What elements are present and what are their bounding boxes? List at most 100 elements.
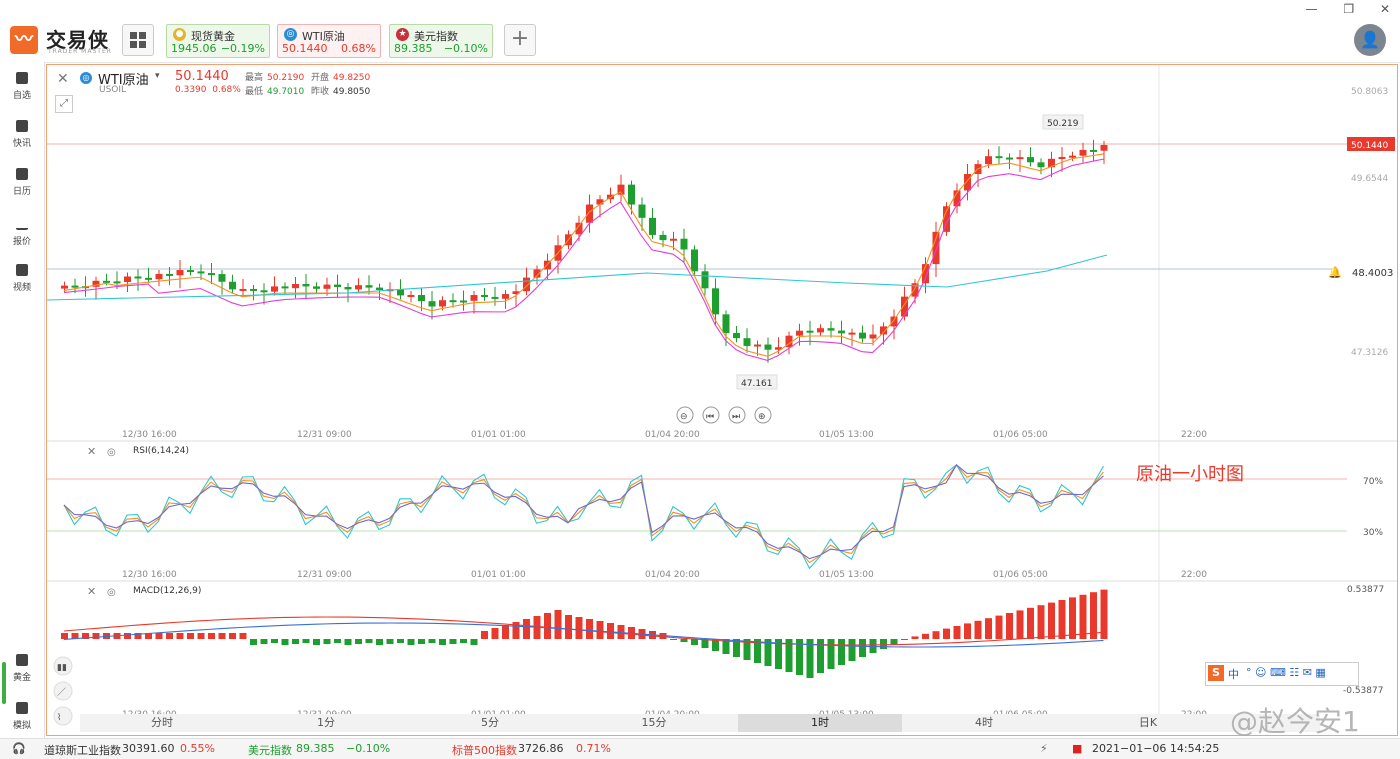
quote-tab-usd-index[interactable]: ★ 美元指数 89.385 −0.10% bbox=[389, 24, 493, 58]
macd-histogram-bar bbox=[911, 636, 919, 639]
macd-histogram-bar bbox=[985, 618, 992, 639]
sp-change: 0.71% bbox=[576, 742, 611, 755]
candle bbox=[334, 284, 341, 287]
time-axis-label: 12/31 09:00 bbox=[297, 430, 352, 440]
macd-label: MACD(12,26,9) bbox=[133, 586, 201, 596]
candle bbox=[187, 270, 194, 273]
macd-histogram-bar bbox=[890, 639, 898, 645]
macd-histogram-bar bbox=[365, 639, 373, 643]
macd-histogram-bar bbox=[512, 622, 520, 639]
macd-histogram-bar bbox=[481, 631, 488, 639]
symbol-name[interactable]: WTI原油 bbox=[98, 73, 149, 88]
macd-histogram-bar bbox=[1079, 594, 1087, 639]
candle bbox=[533, 269, 541, 278]
price-tick-label: 47.3126 bbox=[1351, 348, 1388, 358]
macd-histogram-bar bbox=[281, 639, 289, 645]
candle bbox=[61, 285, 68, 289]
tab-timeframe-active[interactable]: 1时 bbox=[738, 714, 902, 732]
candle bbox=[827, 328, 835, 331]
tab-timeframe[interactable]: 1分 bbox=[317, 716, 335, 729]
title-bar: 〰 交易侠 TRADER MASTER ● 现货黄金 1945.06 −0.19… bbox=[0, 0, 1400, 63]
fullscreen-icon[interactable]: ⤢ bbox=[55, 95, 73, 113]
star-bookmark-icon bbox=[16, 72, 28, 84]
ime-tools-icon[interactable]: ° ☺ ⌨ ☷ ✉ ▦ bbox=[1246, 666, 1326, 679]
minimize-icon[interactable]: — bbox=[1305, 2, 1318, 16]
tab-timeframe[interactable]: 4时 bbox=[975, 716, 993, 729]
candle bbox=[376, 287, 383, 290]
sidebar-item-gold[interactable]: 黄金 bbox=[0, 654, 44, 683]
macd-histogram-bar bbox=[544, 613, 551, 639]
china-flag-icon: ■ bbox=[1072, 742, 1083, 755]
candle bbox=[124, 276, 131, 282]
ime-toolbar[interactable]: S 中 ° ☺ ⌨ ☷ ✉ ▦ bbox=[1205, 662, 1359, 686]
candle bbox=[733, 332, 740, 339]
headset-icon[interactable]: 🎧 bbox=[12, 742, 26, 755]
current-price-tag bbox=[1347, 137, 1395, 151]
ime-lang[interactable]: 中 bbox=[1228, 668, 1239, 681]
macd-histogram-bar bbox=[502, 625, 509, 639]
add-tab-button[interactable]: + bbox=[504, 24, 536, 56]
close-icon[interactable]: ✕ bbox=[1379, 2, 1390, 16]
chart-panel: ✕ ◎ WTI原油 ▾ USOIL 50.1440 0.3390 0.68% 最… bbox=[46, 64, 1398, 736]
sp-label[interactable]: 标普500指数 bbox=[452, 744, 517, 757]
tab-timeframe[interactable]: 15分 bbox=[641, 716, 667, 729]
macd-close-icon: ✕ bbox=[87, 585, 96, 598]
status-bar: 🎧 道琼斯工业指数 30391.60 0.55% 美元指数 89.385 −0.… bbox=[0, 738, 1400, 759]
app-logo-text: 交易侠 bbox=[46, 28, 109, 52]
quote-tab-wti[interactable]: ◎ WTI原油 50.1440 0.68% bbox=[277, 24, 381, 58]
dow-change: 0.55% bbox=[180, 742, 215, 755]
restore-icon[interactable]: ❐ bbox=[1343, 2, 1355, 16]
tab-timeframe[interactable]: 日K bbox=[1138, 716, 1158, 729]
macd-histogram-bar bbox=[848, 639, 856, 661]
tab-timeframe[interactable]: 分时 bbox=[151, 716, 173, 729]
macd-histogram-bar bbox=[449, 639, 457, 644]
sidebar-item-calendar[interactable]: 日历 bbox=[0, 168, 44, 197]
network-icon[interactable]: ⚡ bbox=[1040, 742, 1048, 755]
candle bbox=[953, 190, 961, 207]
macd-histogram-bar bbox=[722, 639, 730, 654]
left-sidebar: 自选 快讯 日历 报价 视频 黄金 模拟 bbox=[0, 62, 45, 738]
zoom-control-icon bbox=[676, 406, 694, 424]
layout-grid-button[interactable] bbox=[122, 24, 154, 56]
macd-histogram-bar bbox=[932, 631, 940, 639]
candle bbox=[1006, 157, 1013, 160]
macd-histogram-bar bbox=[470, 639, 478, 645]
dow-label[interactable]: 道琼斯工业指数 bbox=[44, 744, 121, 757]
macd-histogram-bar bbox=[208, 633, 215, 639]
quote-tab-gold[interactable]: ● 现货黄金 1945.06 −0.19% bbox=[166, 24, 270, 58]
macd-histogram-bar bbox=[796, 639, 803, 675]
candle bbox=[208, 273, 215, 276]
chart-canvas[interactable]: 50.8063 49.6544 47.3126 50.1440 🔔 48.4003 50.2… bbox=[47, 65, 1397, 735]
drawing-tool-icon bbox=[53, 706, 73, 726]
macd-histogram-bar bbox=[922, 633, 929, 639]
sidebar-item-simulate[interactable]: 模拟 bbox=[0, 702, 44, 731]
candle bbox=[355, 285, 362, 290]
macd-histogram-bar bbox=[754, 639, 761, 663]
tab-timeframe[interactable]: 5分 bbox=[481, 716, 499, 729]
macd-histogram-bar bbox=[785, 639, 793, 672]
close-chart-icon[interactable]: ✕ bbox=[57, 71, 69, 87]
candle bbox=[628, 184, 635, 205]
zoom-control-glyph: ⏮ bbox=[706, 412, 714, 422]
usd-value: 89.385 bbox=[296, 742, 335, 755]
macd-histogram-bar bbox=[344, 639, 352, 645]
sidebar-item-watchlist[interactable]: 自选 bbox=[0, 72, 44, 101]
user-avatar-icon[interactable]: 👤 bbox=[1354, 24, 1386, 56]
usd-label[interactable]: 美元指数 bbox=[248, 744, 292, 757]
candle bbox=[460, 300, 467, 303]
macd-histogram-bar bbox=[460, 639, 467, 643]
sidebar-item-video[interactable]: 视频 bbox=[0, 264, 44, 293]
symbol-dropdown-icon[interactable]: ▾ bbox=[155, 71, 160, 81]
time-axis-label: 01/05 13:00 bbox=[819, 430, 874, 440]
candle bbox=[1016, 157, 1024, 160]
chart-line-icon bbox=[16, 216, 28, 230]
macd-histogram-bar bbox=[775, 639, 782, 669]
low-value: 最低 49.7010 bbox=[245, 87, 305, 97]
macd-histogram-bar bbox=[428, 639, 436, 643]
sidebar-item-news[interactable]: 快讯 bbox=[0, 120, 44, 149]
macd-histogram-bar bbox=[701, 639, 709, 648]
macd-histogram-bar bbox=[827, 639, 835, 669]
drawing-tool-glyph: ▮▮ bbox=[57, 663, 67, 673]
sidebar-item-quotes[interactable]: 报价 bbox=[0, 216, 44, 247]
candle bbox=[239, 288, 247, 291]
